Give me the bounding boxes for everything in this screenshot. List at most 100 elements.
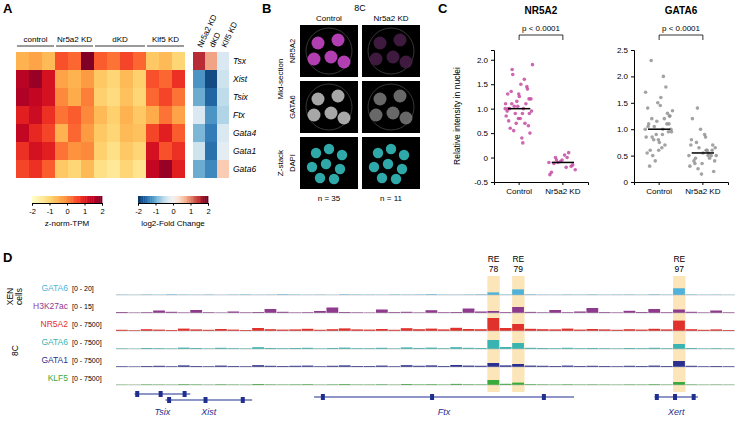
exon (159, 391, 163, 397)
track-range: [0 - 7500] (72, 357, 102, 365)
data-point (567, 151, 571, 155)
data-point (547, 161, 551, 165)
image-tile (300, 137, 358, 189)
heatmap-cell (159, 70, 172, 88)
axis: -0.500.51.01.52.0 (474, 51, 494, 188)
data-point (506, 92, 510, 96)
data-point (509, 90, 513, 94)
heatmap-cell (146, 106, 159, 124)
data-point (664, 85, 668, 89)
stage-label: 8C (354, 3, 366, 13)
tick: 2.0 (617, 72, 634, 81)
heatmap-cell (68, 160, 81, 178)
highlight-region (673, 276, 685, 392)
group-label: 8C (10, 345, 20, 356)
axis-line (139, 204, 209, 206)
region-label: RE78 (488, 254, 500, 274)
exon (204, 397, 208, 403)
image-tile (362, 137, 420, 189)
track-range: [0 - 7500] (72, 339, 102, 347)
tick-mark (702, 182, 703, 185)
heatmap-cell (107, 160, 120, 178)
axis: ControlNr5a2 KD (495, 182, 589, 196)
panel-label: A (3, 1, 13, 16)
panel-label: D (3, 250, 12, 265)
annotation: p < 0.0001 (662, 24, 701, 33)
tick-label: 1.5 (617, 99, 629, 108)
heatmap-cell (159, 52, 172, 70)
signal-bar (487, 363, 499, 367)
tick: -0.5 (474, 178, 494, 187)
data-point (704, 135, 708, 139)
image-background (362, 137, 420, 189)
data-point (555, 158, 559, 162)
gene-label: Tsix (155, 407, 171, 417)
heatmap-cell (68, 142, 81, 160)
tick-mark (85, 203, 86, 206)
tick-mark (631, 182, 634, 183)
data-point (712, 170, 716, 174)
tick-mark (102, 203, 103, 206)
nucleus (369, 162, 379, 172)
channel-label: GATA6 (288, 95, 297, 118)
data-point (512, 129, 516, 133)
tick-mark (631, 76, 634, 77)
track-name: NR5A2 (41, 319, 69, 329)
tick: 2.0 (477, 56, 494, 65)
data-point (714, 154, 718, 158)
heatmap-cell (205, 70, 217, 88)
heatmap-cell (16, 70, 29, 88)
data-point (661, 133, 665, 137)
panel-a: controlNr5a2 KDdKDKlf5 KDNr5a2 KDdKDKlf5… (16, 13, 256, 228)
image-background (300, 137, 358, 189)
heatmap-cell (16, 88, 29, 106)
data-point (690, 138, 694, 142)
data-point (688, 164, 692, 168)
signal-bar (426, 310, 438, 313)
tick-mark (631, 129, 634, 130)
nucleus (329, 174, 339, 184)
tick-label: 0 (171, 207, 175, 216)
heatmap-cell (172, 70, 185, 88)
signal-bar (500, 328, 512, 331)
group-label: control (23, 35, 47, 44)
highlight-region (512, 276, 524, 392)
nucleus (387, 51, 400, 64)
embryo-outline (306, 28, 352, 74)
channel-label: DAPI (288, 154, 297, 172)
data-point (687, 154, 691, 158)
data-point (513, 112, 517, 116)
heatmap-cell (16, 106, 29, 124)
track-bars (116, 340, 734, 349)
panel-b: 8CControlNr5a2 KDNR5A2GATA6Mid-sectionDA… (276, 3, 420, 203)
heatmap-cell (29, 88, 42, 106)
heatmap-cell (81, 52, 94, 70)
tick-mark (659, 182, 660, 185)
heatmap-cell (107, 70, 120, 88)
heatmap-cell (217, 88, 229, 106)
column-label: Klf5 KD (220, 20, 240, 49)
tick: 0.5 (477, 129, 494, 138)
tick: -2 (29, 203, 36, 216)
tick: -2 (135, 203, 142, 216)
data-point (713, 146, 717, 150)
gene-line (166, 399, 253, 400)
heatmap-cell (42, 160, 55, 178)
heatmap-cell (120, 160, 133, 178)
axis: ControlNr5a2 KD (635, 182, 729, 196)
plot-title: GATA6 (665, 5, 698, 16)
heatmap-cell (94, 160, 107, 178)
panel-label: B (262, 1, 271, 16)
image-tile (300, 81, 358, 133)
significance-bracket (519, 35, 563, 40)
signal-bar (178, 329, 190, 331)
data-point (525, 85, 529, 89)
data-point (704, 149, 708, 153)
data-point (658, 104, 662, 108)
data-point (700, 172, 704, 176)
signal-bar (673, 382, 685, 385)
heatmap-cell (217, 124, 229, 142)
tick: 0 (171, 203, 175, 216)
gene (166, 397, 253, 403)
group-rule (56, 46, 93, 47)
